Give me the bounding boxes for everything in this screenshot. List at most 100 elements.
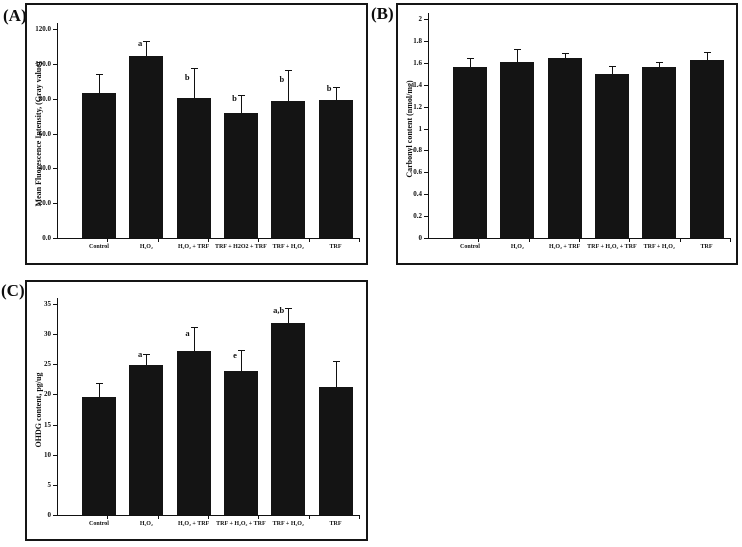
significance-letter: b (279, 74, 285, 85)
y-tick-label: 20 (44, 390, 51, 399)
error-bar-line (240, 95, 242, 113)
error-bar-line (99, 382, 100, 397)
x-category-label: TRF + H₂O₂ (272, 521, 304, 527)
error-bar-line (240, 350, 242, 371)
y-tick-label: 30 (44, 330, 51, 339)
x-tick-mark (528, 238, 530, 242)
y-axis-line (57, 298, 58, 515)
y-tick-label: 120.0 (35, 25, 51, 33)
x-tick-mark (478, 238, 480, 242)
error-bar-line (335, 360, 337, 387)
x-category-label: TRF (329, 244, 342, 250)
x-tick-mark (208, 238, 209, 242)
panel-b: 0 0.2 0.4 0.6 0.8 1 1.2 1.4 1.6 1.8 2 Control H₂O₂ H₂… (396, 3, 738, 265)
significance-letter: b (232, 93, 237, 104)
y-tick-label: 1.2 (413, 102, 422, 111)
y-tick-label: 0 (418, 234, 423, 242)
chart-c: 0 5 10 15 20 25 30 35 Control a H₂O₂ a H₂O₂ + TRF e TR… (27, 282, 366, 539)
y-tick-label: 0.4 (413, 190, 422, 199)
error-bar-cap (96, 382, 103, 384)
y-tick-label: 35 (44, 300, 51, 308)
bar-TRF (318, 100, 353, 238)
error-bar-line (193, 68, 195, 98)
y-tick-mark (424, 19, 428, 20)
significance-letter: b (184, 71, 190, 82)
bar-H₂O₂ (500, 61, 535, 238)
error-bar-line (470, 58, 471, 68)
error-bar-line (517, 48, 519, 62)
y-tick-label: 0.8 (413, 146, 422, 155)
y-tick-mark (424, 84, 428, 86)
x-category-label: H₂O₂ + TRF (548, 244, 581, 250)
y-tick-label: 0 (47, 511, 52, 519)
y-tick-mark (53, 304, 57, 305)
y-tick-mark (424, 238, 428, 239)
x-tick-mark (579, 238, 580, 242)
x-tick-mark (208, 515, 209, 519)
y-tick-label: 15 (44, 420, 51, 429)
y-tick-mark (424, 128, 428, 130)
bar-H₂O₂ + TRF (176, 97, 211, 238)
error-bar-line (611, 66, 613, 74)
y-tick-mark (53, 238, 57, 239)
y-tick-mark (53, 203, 57, 205)
x-category-label: H₂O₂ + TRF (177, 521, 210, 527)
x-tick-mark (730, 238, 731, 242)
x-tick-mark (629, 238, 631, 242)
x-category-label: H₂O₂ (510, 244, 524, 250)
error-bar-line (288, 307, 290, 324)
significance-letter: a (138, 349, 143, 360)
error-bar-line (706, 51, 708, 60)
x-category-label: TRF (700, 244, 713, 250)
y-tick-mark (53, 63, 57, 65)
y-tick-label: 0.0 (42, 234, 51, 242)
y-tick-mark (424, 194, 428, 196)
error-bar-cap (143, 41, 151, 43)
bar-TRF + H2O2 + TRF (223, 112, 258, 238)
bar-TRF + H₂O₂ (271, 323, 306, 515)
bar-Control (82, 396, 116, 515)
y-tick-mark (53, 98, 57, 100)
x-tick-mark (679, 238, 681, 242)
y-tick-label: 1.8 (413, 36, 422, 45)
y-axis-title: Mean Fluorescence Intensity, (Gray value… (34, 61, 43, 206)
error-bar-cap (190, 326, 198, 328)
error-bar-line (99, 74, 100, 94)
error-bar-cap (467, 58, 474, 60)
y-tick-mark (424, 62, 428, 64)
y-tick-mark (53, 484, 57, 486)
error-bar-cap (237, 350, 245, 352)
error-bar-cap (96, 74, 103, 76)
x-tick-mark (308, 515, 310, 519)
bar-TRF (689, 59, 724, 238)
bar-TRF + H₂O₂ (642, 67, 677, 238)
x-category-label: TRF + H2O2 + TRF (214, 244, 267, 250)
x-category-label: TRF + H₂O₂ (643, 244, 675, 250)
error-bar-cap (190, 68, 198, 70)
error-bar-cap (514, 48, 522, 50)
y-tick-mark (424, 40, 428, 42)
bar-TRF + H₂O₂ + TRF (223, 370, 258, 515)
significance-letter: a (185, 327, 190, 338)
significance-letter: a,b (273, 304, 285, 315)
panel-c: 0 5 10 15 20 25 30 35 Control a H₂O₂ a H₂O₂ + TRF e TR… (25, 280, 368, 541)
panel-label-b: (B) (371, 4, 394, 23)
y-tick-mark (424, 106, 428, 108)
x-tick-mark (107, 238, 109, 242)
error-bar-cap (237, 95, 245, 97)
x-tick-mark (157, 238, 159, 242)
y-tick-mark (53, 364, 57, 366)
y-axis-title: Carbonyl content (nmol/mg) (405, 79, 414, 178)
x-tick-mark (258, 238, 260, 242)
error-bar-line (288, 69, 290, 102)
significance-letter: b (326, 83, 332, 94)
x-category-label: TRF + H₂O₂ + TRF (587, 244, 637, 250)
y-tick-mark (424, 216, 428, 218)
x-tick-mark (359, 515, 360, 519)
error-bar-cap (143, 354, 151, 356)
y-tick-mark (53, 334, 57, 336)
error-bar-cap (656, 61, 664, 63)
y-tick-label: 0.6 (413, 168, 422, 177)
x-tick-mark (359, 238, 360, 242)
